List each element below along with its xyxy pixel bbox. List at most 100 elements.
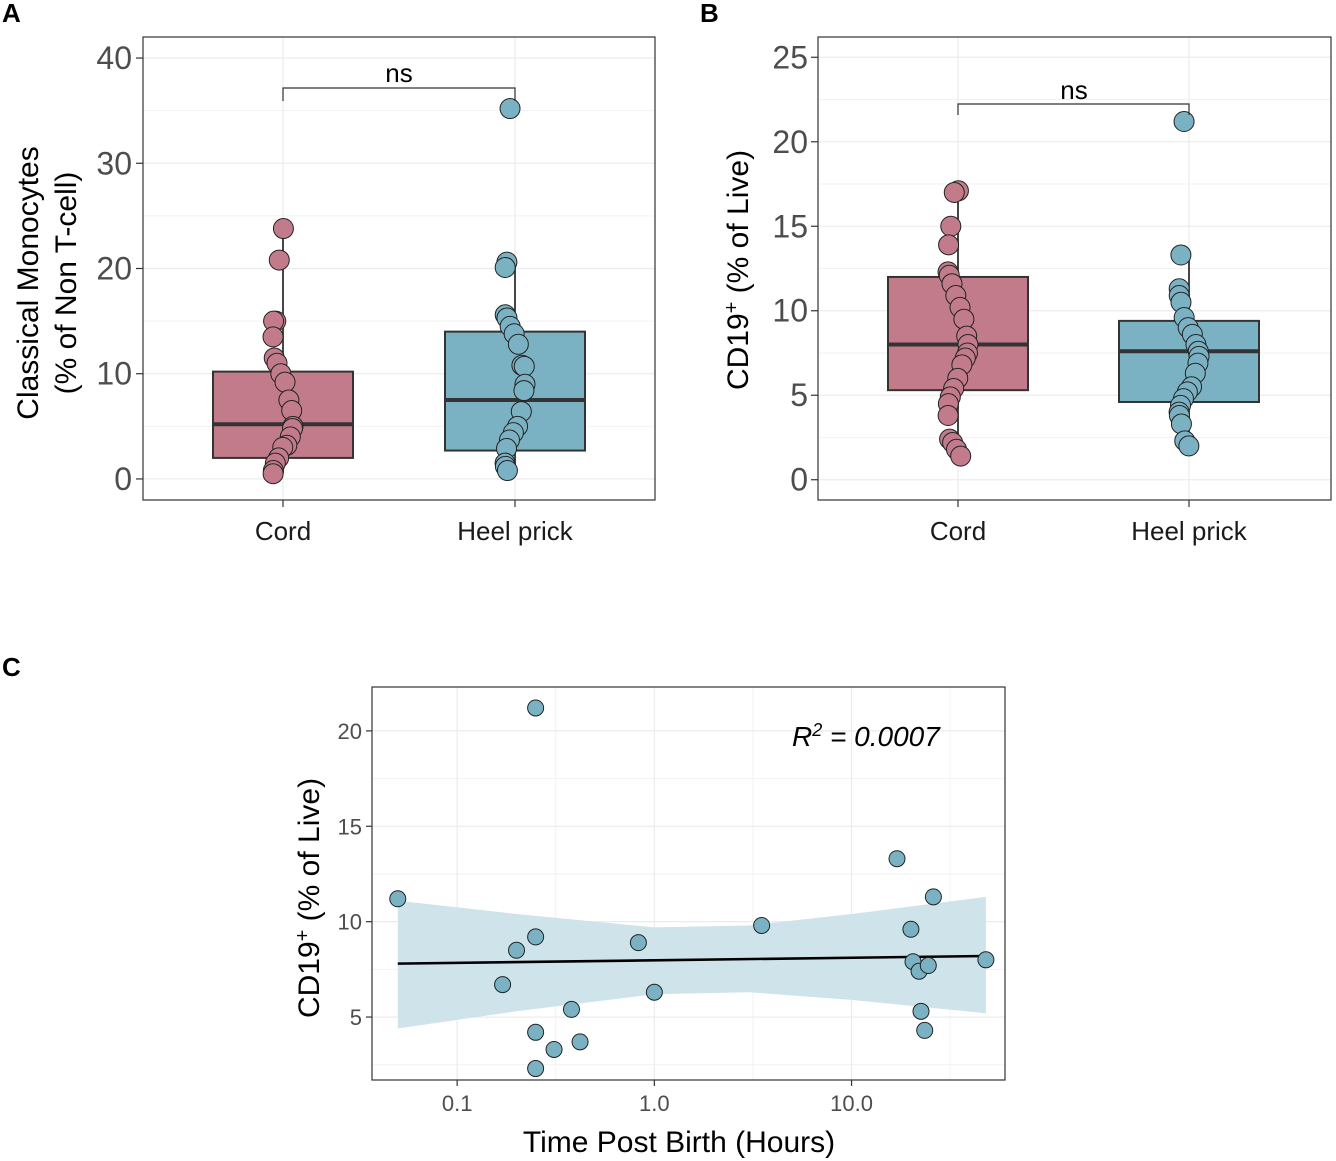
panel-a: A 0 10 20 30 40 Cord Heel prick ns Classical M… <box>2 0 656 546</box>
panel-a-x-tick-label: Cord <box>255 516 311 546</box>
panel-c-point <box>389 890 407 908</box>
panel-b-point <box>1173 110 1195 132</box>
panel-c-y-tick-label: 15 <box>338 814 362 839</box>
panel-b-point <box>1170 244 1192 266</box>
panel-a-label: A <box>2 0 21 28</box>
panel-a-x-tick-label: Heel prick <box>457 516 574 546</box>
panel-b-y-tick-label: 15 <box>772 208 808 244</box>
panel-c-point <box>562 1000 580 1018</box>
panel-a-point <box>513 380 535 402</box>
panel-c-point <box>571 1033 589 1051</box>
panel-a-y-tick-label: 30 <box>96 145 132 181</box>
panel-c-point <box>527 1023 545 1041</box>
panel-a-point <box>262 326 284 348</box>
panel-c-point <box>924 888 942 906</box>
panel-a-point <box>499 98 521 120</box>
panel-c-label: C <box>2 652 21 682</box>
panel-c-y-tick-label: 20 <box>338 719 362 744</box>
panel-b-ylabel-rest: (% of Live) <box>722 150 755 302</box>
panel-a-ylabel-line1: Classical Monocytes <box>12 146 45 419</box>
panel-a-ylabel-line2: (% of Non T-cell) <box>50 172 83 395</box>
panel-b-significance: ns <box>957 75 1190 115</box>
panel-b-point <box>938 234 960 256</box>
panel-c-point <box>527 1060 545 1078</box>
panel-b-y-tick-label: 25 <box>772 39 808 75</box>
panel-c-x-tick-label: 10.0 <box>830 1091 873 1116</box>
panel-c-confidence-ribbon <box>397 896 986 1029</box>
panel-b-ylabel-sup: + <box>721 302 743 314</box>
panel-c-ylabel-sup: + <box>292 930 314 942</box>
panel-c-point <box>545 1040 563 1058</box>
panel-a-point <box>262 463 284 485</box>
panel-b-point <box>937 405 959 427</box>
panel-c-xlabel: Time Post Birth (Hours) <box>523 1126 835 1159</box>
panel-c-point <box>977 951 995 969</box>
panel-b: B 0 5 10 15 20 25 Cord Heel prick ns CD19+ (% o… <box>700 0 1332 546</box>
panel-b-sig-label: ns <box>1060 75 1087 105</box>
panel-b-ylabel-main: CD19 <box>722 313 755 390</box>
panel-c-ylabel: CD19+ (% of Live) <box>292 778 326 1018</box>
panel-b-ticks: 0 5 10 15 20 25 Cord Heel prick <box>772 39 1247 546</box>
panel-a-point <box>507 333 529 355</box>
panel-a-y-tick-label: 40 <box>96 40 132 76</box>
panel-b-point <box>940 215 962 237</box>
panel-b-sig-bracket <box>957 103 1190 115</box>
panel-c-border <box>371 686 1006 1081</box>
panel-c-fit-line <box>397 954 986 965</box>
panel-c-point <box>527 699 545 717</box>
panel-a-significance: ns <box>282 58 516 101</box>
panel-c-ylabel-rest: (% of Live) <box>293 778 326 930</box>
panel-b-boxes <box>887 192 1260 457</box>
panel-a-point <box>274 371 296 393</box>
panel-c-x-tick-label: 0.1 <box>442 1091 473 1116</box>
panel-b-y-tick-label: 5 <box>790 377 808 413</box>
panel-c-point <box>753 916 771 934</box>
panel-b-ylabel: CD19+ (% of Live) <box>721 150 755 390</box>
panel-c-r2-annotation: R2 = 0.0007 <box>792 720 941 752</box>
panel-c-y-tick-label: 5 <box>350 1005 362 1030</box>
panel-b-border <box>817 36 1332 501</box>
panel-b-y-tick-label: 10 <box>772 293 808 329</box>
panel-c-point <box>645 983 663 1001</box>
panel-c-r2-value: = 0.0007 <box>822 721 941 752</box>
panel-b-label: B <box>700 0 719 28</box>
panel-c-x-tick-label: 1.0 <box>639 1091 670 1116</box>
panel-a-y-tick-label: 0 <box>114 461 132 497</box>
panel-b-point <box>1178 435 1200 457</box>
panel-c-y-tick-label: 10 <box>338 910 362 935</box>
panel-c-point <box>902 920 920 938</box>
panel-b-point <box>950 445 972 467</box>
panel-c-ylabel-main: CD19 <box>293 941 326 1018</box>
panel-b-x-tick-label: Heel prick <box>1131 516 1248 546</box>
panel-a-sig-label: ns <box>385 58 412 88</box>
panel-c-point <box>508 941 526 959</box>
panel-a-ticks: 0 10 20 30 40 Cord Heel prick <box>96 40 573 546</box>
panel-c-point <box>629 934 647 952</box>
panel-a-y-tick-label: 20 <box>96 251 132 287</box>
panel-c-r2-sup: 2 <box>811 720 822 740</box>
panel-c-points <box>389 699 995 1078</box>
panel-a-y-tick-label: 10 <box>96 356 132 392</box>
panel-c-ticks: 0.1 1.0 10.0 5 10 15 20 <box>338 719 873 1116</box>
panel-a-point <box>496 460 518 482</box>
panel-c-point <box>527 928 545 946</box>
panel-b-x-tick-label: Cord <box>930 516 986 546</box>
panel-b-points <box>937 110 1210 467</box>
panel-c-point <box>916 1021 934 1039</box>
panel-a-point <box>272 218 294 240</box>
panel-b-y-tick-label: 0 <box>790 462 808 498</box>
panel-c-point <box>494 976 512 994</box>
panel-a-sig-bracket <box>282 87 516 101</box>
panel-a-point <box>494 256 516 278</box>
panel-c-point <box>888 850 906 868</box>
panel-b-y-tick-label: 20 <box>772 124 808 160</box>
panel-a-points <box>262 98 536 485</box>
panel-a-point <box>268 249 290 271</box>
panel-c-point <box>912 1002 930 1020</box>
panel-c: C 0.1 1.0 10.0 5 10 15 20 R2 = 0.0007 Time Pos… <box>2 652 1006 1159</box>
panel-b-point <box>943 181 965 203</box>
panel-c-r2-main: R <box>792 721 812 752</box>
panel-a-point <box>513 355 535 377</box>
panel-c-point <box>919 957 937 975</box>
